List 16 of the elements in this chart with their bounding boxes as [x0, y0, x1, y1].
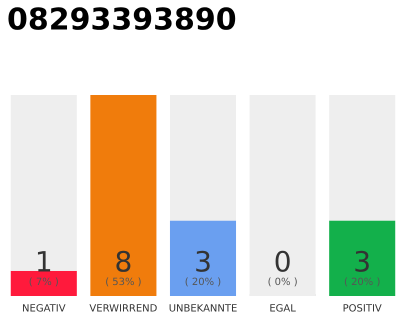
- x-tick-label: NEGATIV: [22, 304, 66, 314]
- annotation: ( 0% ): [268, 277, 298, 288]
- chart-title: 08293393890: [7, 2, 237, 38]
- annotation: ( 53% ): [105, 277, 142, 288]
- x-tick-label: POSITIV: [342, 304, 382, 314]
- x-tick-label: VERWIRREND: [89, 304, 158, 314]
- annotation: ( 7% ): [28, 277, 59, 288]
- data-label: 3: [353, 246, 372, 278]
- data-label: 1: [34, 246, 53, 278]
- data-label: 8: [114, 246, 132, 278]
- annotation: ( 20% ): [184, 277, 222, 288]
- data-label: 0: [274, 246, 292, 278]
- x-tick-label: EGAL: [269, 304, 296, 314]
- x-tick-label: UNBEKANNTE: [168, 304, 238, 314]
- data-label: 3: [194, 246, 212, 278]
- annotation: ( 20% ): [344, 277, 380, 288]
